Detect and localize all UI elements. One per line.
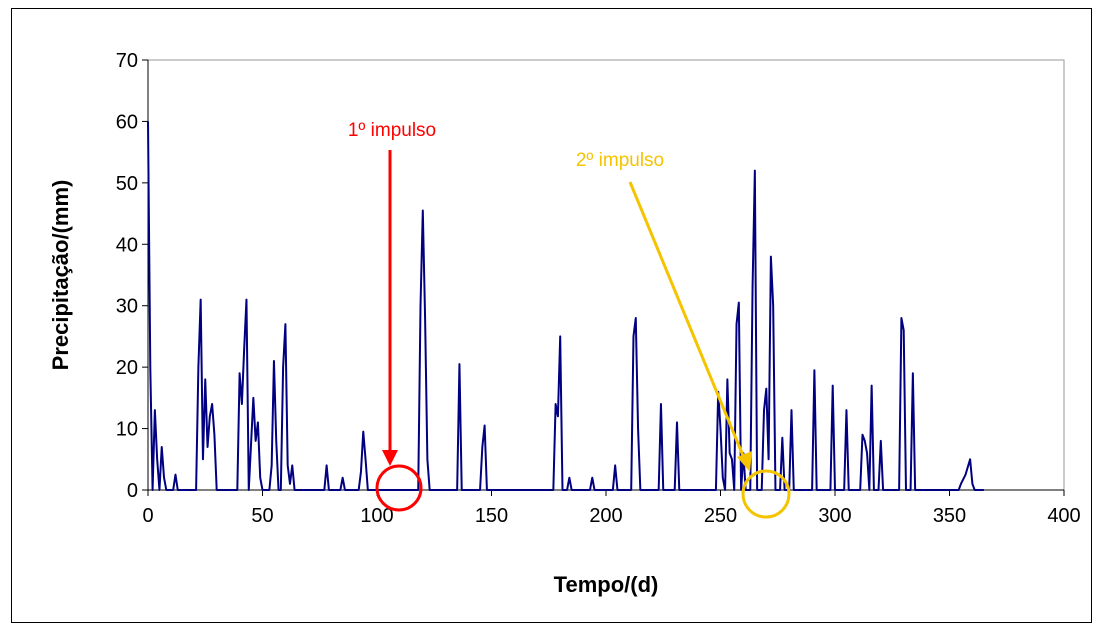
y-tick-label: 10 [116, 419, 138, 441]
y-tick-label: 0 [127, 480, 138, 502]
y-tick-label: 70 [116, 50, 138, 72]
chart-border [11, 8, 1092, 623]
x-tick-label: 200 [589, 505, 622, 527]
y-tick-label: 20 [116, 357, 138, 379]
y-tick-label: 50 [116, 173, 138, 195]
marker-circle-1 [375, 464, 423, 512]
x-tick-label: 50 [251, 505, 273, 527]
annotations: 1º impulso 2º impulso [348, 120, 791, 519]
arrow-2 [628, 181, 746, 459]
arrow-2-head [737, 451, 752, 472]
arrow-1-head [382, 450, 398, 466]
x-tick-label: 100 [360, 505, 393, 527]
x-axis-label: Tempo/(d) [554, 572, 659, 597]
data-line [147, 121, 984, 491]
x-tick-label: 250 [704, 505, 737, 527]
y-tick-label: 40 [116, 234, 138, 256]
y-axis-label: Precipitação/(mm) [48, 180, 73, 371]
x-tick-label: 300 [818, 505, 851, 527]
x-tick-label: 0 [142, 505, 153, 527]
annotation-2: 2º impulso [576, 150, 664, 171]
x-tick-label: 400 [1047, 505, 1080, 527]
annotation-1: 1º impulso [348, 120, 436, 141]
marker-circle-2 [741, 469, 791, 519]
y-tick-label: 30 [116, 296, 138, 318]
x-tick-label: 350 [933, 505, 966, 527]
y-tick-label: 60 [116, 111, 138, 133]
x-tick-label: 150 [475, 505, 508, 527]
